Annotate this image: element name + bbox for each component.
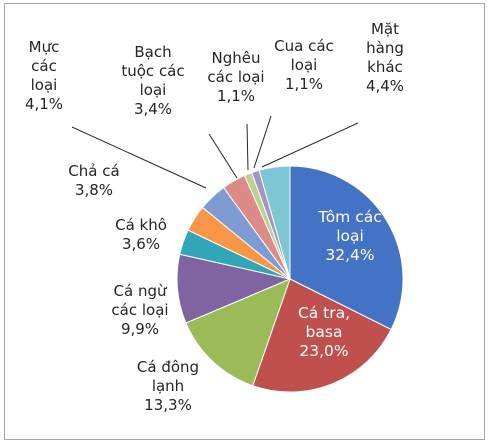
slice-label-8: Nghêu các loại 1,1% <box>207 49 264 105</box>
slice-label-line: Mặt <box>371 20 399 38</box>
slice-label-3: Cá ngừ các loại 9,9% <box>111 282 168 338</box>
slice-label-4: Cá khô 3,6% <box>115 216 167 253</box>
slice-label-line: Chả cá <box>68 162 119 180</box>
slice-label-5: Chả cá 3,8% <box>68 162 119 199</box>
slice-label-line: Tôm các <box>317 208 382 226</box>
slice-label-line: lạnh <box>152 377 184 395</box>
slice-label-line: tuộc các <box>121 62 184 80</box>
slice-label-line: 3,8% <box>75 181 113 199</box>
slice-label-line: 1,1% <box>285 75 323 93</box>
slice-label-line: 3,6% <box>122 235 160 253</box>
slice-label-6: Mực các loại 4,1% <box>25 38 63 113</box>
leader-line-6 <box>71 126 207 189</box>
slice-label-line: loại <box>140 81 167 99</box>
slice-label-line: 4,1% <box>25 95 63 113</box>
slice-label-line: 32,4% <box>325 246 374 264</box>
slice-label-line: loại <box>336 227 364 245</box>
slice-label-line: 23,0% <box>299 342 348 360</box>
pie-slice-10 <box>258 165 291 280</box>
slice-label-line: loại <box>291 56 318 74</box>
slice-label-line: Cá khô <box>115 216 167 234</box>
pie-slice-0 <box>289 165 404 331</box>
slice-label-1: Cá tra, basa 23,0% <box>298 304 350 360</box>
slice-label-line: các loại <box>207 68 264 86</box>
slice-label-line: Nghêu <box>212 49 261 67</box>
slice-label-7: Bạch tuộc các loại 3,4% <box>121 43 184 118</box>
leader-line-10 <box>261 122 359 168</box>
slice-label-10: Mặt hàng khác 4,4% <box>366 20 404 95</box>
slice-label-line: Cá đông <box>137 358 199 376</box>
leader-line-7 <box>208 133 238 179</box>
pie-slice-1 <box>252 278 392 393</box>
slice-label-line: Mực <box>29 38 60 56</box>
slice-label-line: 4,4% <box>366 77 404 95</box>
slice-label-2: Cá đông lạnh 13,3% <box>137 358 199 414</box>
slice-label-line: các <box>31 57 57 75</box>
slice-label-line: basa <box>306 323 343 341</box>
slice-label-line: loại <box>31 76 58 94</box>
pie-slice-2 <box>185 278 291 387</box>
slice-label-line: 1,1% <box>217 87 255 105</box>
slice-label-line: 9,9% <box>121 320 159 338</box>
slice-label-line: hàng <box>366 39 404 57</box>
slice-label-line: Cua các <box>274 37 334 55</box>
slice-label-line: 13,3% <box>144 396 192 414</box>
slice-label-line: 3,4% <box>134 100 172 118</box>
slice-label-line: các loại <box>111 301 168 319</box>
slice-label-line: Cá ngừ <box>114 282 168 300</box>
leader-line-8 <box>246 123 249 171</box>
leader-line-9 <box>253 115 272 169</box>
slice-label-0: Tôm các loại 32,4% <box>317 208 382 264</box>
slice-label-line: Bạch <box>134 43 171 61</box>
slice-label-9: Cua các loại 1,1% <box>274 37 334 93</box>
slice-label-line: Cá tra, <box>298 304 350 322</box>
slice-label-line: khác <box>367 58 403 76</box>
